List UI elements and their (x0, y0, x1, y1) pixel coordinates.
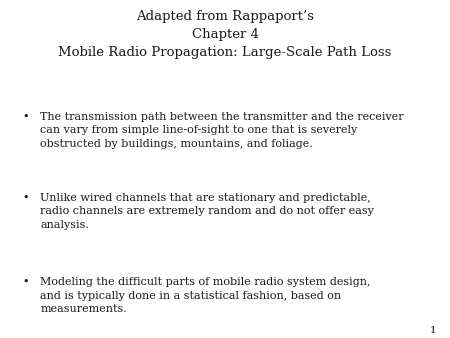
Text: The transmission path between the transmitter and the receiver
can vary from sim: The transmission path between the transm… (40, 112, 404, 149)
Text: 1: 1 (430, 325, 436, 335)
Text: Modeling the difficult parts of mobile radio system design,
and is typically don: Modeling the difficult parts of mobile r… (40, 277, 371, 314)
Text: Unlike wired channels that are stationary and predictable,
radio channels are ex: Unlike wired channels that are stationar… (40, 193, 374, 230)
Text: •: • (22, 193, 29, 203)
Text: •: • (22, 277, 29, 287)
Text: •: • (22, 112, 29, 122)
Text: Adapted from Rappaport’s
Chapter 4
Mobile Radio Propagation: Large-Scale Path Lo: Adapted from Rappaport’s Chapter 4 Mobil… (58, 10, 392, 59)
